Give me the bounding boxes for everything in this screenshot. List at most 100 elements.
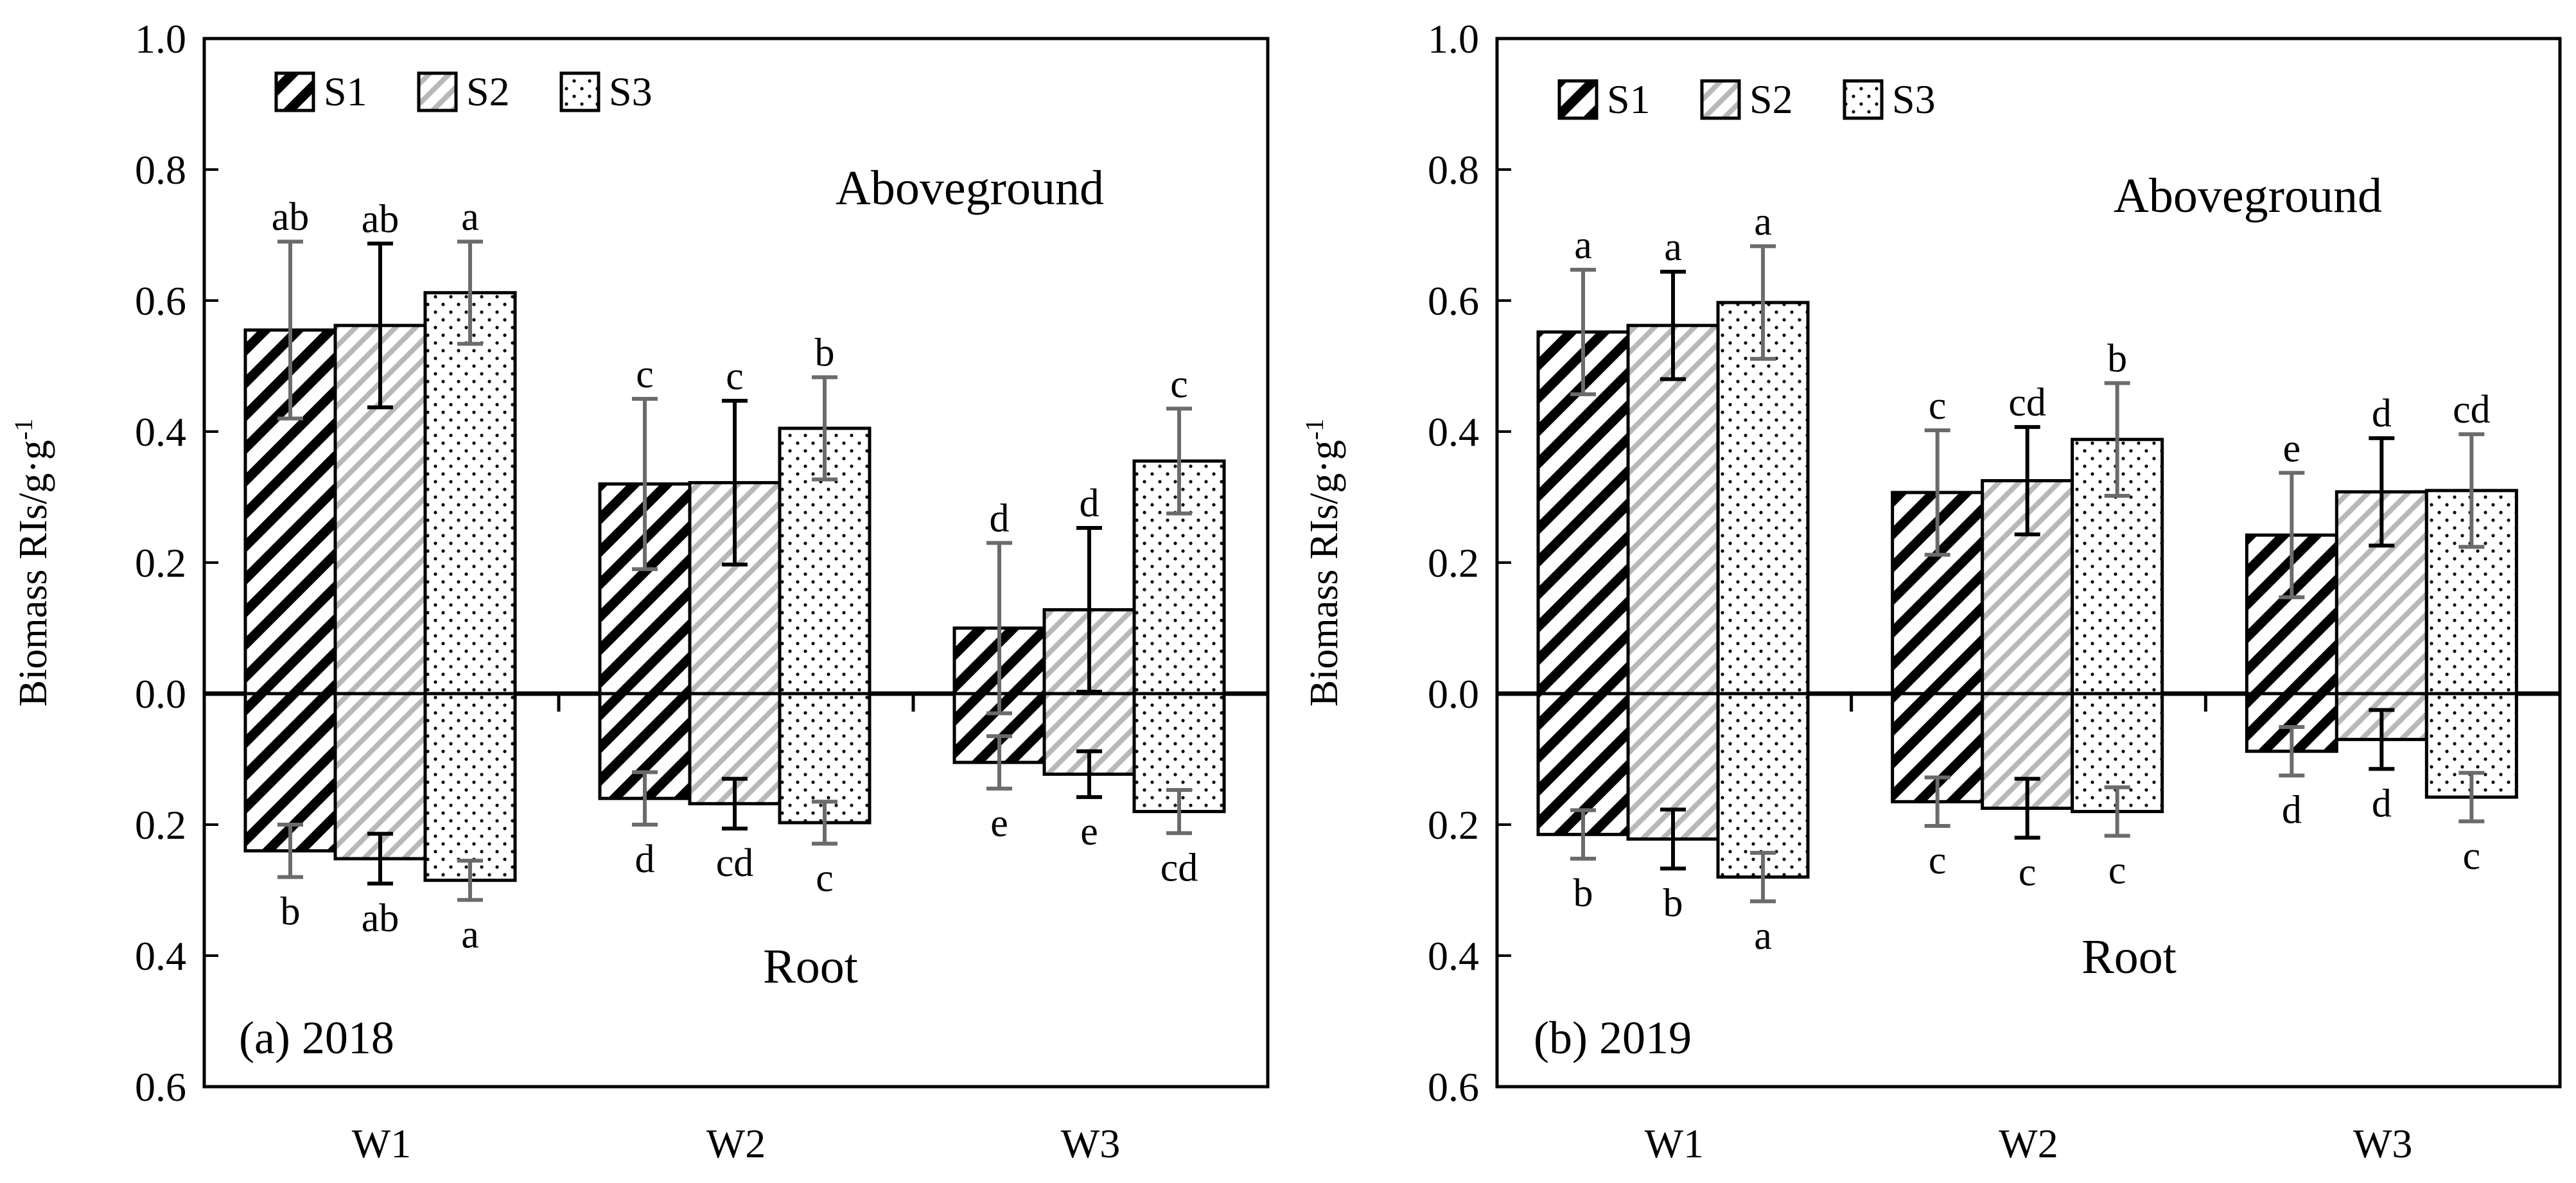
- x-tick-label: W2: [1999, 1121, 2058, 1166]
- sig-above-s3-w3: cd: [2453, 388, 2491, 432]
- bar-above-s3-w1: [1716, 301, 1810, 696]
- sig-root-s1-w1: b: [1573, 872, 1593, 915]
- sig-above-s2-w1: a: [1664, 225, 1682, 269]
- errbar-root-s2-w2: [722, 776, 748, 831]
- errbar-above-s3-w1: [457, 240, 483, 346]
- legend-label-s1: S1: [324, 69, 367, 114]
- sig-above-s2-w3: d: [1080, 482, 1100, 525]
- bar-root-s2-w1: [333, 692, 427, 861]
- sig-root-s3-w3: c: [2463, 834, 2481, 878]
- errbar-above-s2-w1: [1660, 270, 1686, 381]
- errbar-root-s3-w2: [2104, 785, 2130, 838]
- y-tick-label: 0.2: [135, 540, 186, 586]
- chart-panel-2018: 1.0 0.8 0.6 0.4 0.2 0.0 0.2 0.4 0.6 Biomass RIs/g…: [9, 16, 1270, 1166]
- errbar-above-s1-w1: [1570, 268, 1596, 396]
- sig-root-s2-w1: b: [1663, 881, 1683, 925]
- y-tick-label: 0.2: [1428, 540, 1479, 586]
- legend: S1 S2 S3: [274, 69, 653, 114]
- errbar-root-s1-w3: [2279, 725, 2305, 778]
- errbar-above-s3-w3: [1166, 407, 1192, 516]
- x-tick-label: W2: [706, 1121, 766, 1166]
- errbar-above-s1-w2: [632, 397, 658, 572]
- errbar-above-s2-w1: [367, 241, 393, 410]
- legend-swatch-s2: [417, 71, 458, 112]
- bar-root-s3-w1: [1716, 692, 1810, 879]
- errbar-above-s2-w3: [2369, 436, 2395, 548]
- panel-label: (a) 2018: [239, 1012, 394, 1064]
- sig-above-s1-w1: ab: [272, 195, 310, 239]
- sig-above-s3-w2: b: [2107, 337, 2127, 381]
- errbar-root-s3-w3: [2458, 771, 2485, 823]
- errbar-root-s1-w2: [632, 770, 658, 827]
- y-axis-label: Biomass RIs/g·g-1: [1300, 419, 1347, 706]
- bar-above-s3-w1: [423, 291, 517, 696]
- x-tick-label: W3: [2353, 1121, 2412, 1166]
- legend: S1 S2 S3: [1557, 76, 1936, 122]
- sig-root-s2-w3: e: [1080, 810, 1098, 854]
- errbar-root-s1-w1: [1570, 808, 1596, 861]
- legend-swatch-s3: [1843, 79, 1884, 120]
- y-tick-label: 0.4: [1428, 409, 1479, 455]
- chart-panel-2019: 1.0 0.8 0.6 0.4 0.2 0.0 0.2 0.4 0.6 Biomass RIs/g…: [1300, 16, 2562, 1166]
- sig-above-s1-w3: e: [2283, 426, 2301, 470]
- errbar-root-s2-w3: [1076, 749, 1102, 800]
- sig-above-s1-w2: c: [1929, 384, 1947, 428]
- x-tick-label: W1: [1645, 1121, 1704, 1166]
- sig-root-s3-w3: cd: [1161, 846, 1198, 889]
- sig-root-s3-w1: a: [1754, 914, 1772, 958]
- errbar-above-s1-w2: [1924, 428, 1950, 557]
- y-tick-label: 0.8: [1428, 147, 1479, 193]
- y-tick-label: 0.8: [135, 147, 186, 193]
- y-tick-label: 0.4: [135, 933, 186, 979]
- legend-label-s2: S2: [466, 69, 510, 114]
- errbar-root-s2-w1: [1660, 807, 1686, 871]
- errbar-above-s2-w2: [2014, 425, 2040, 537]
- y-tick-label: 0.0: [1428, 671, 1479, 717]
- errbar-above-s1-w3: [986, 541, 1012, 715]
- legend-swatch-s3: [559, 71, 600, 112]
- y-tick-label: 1.0: [135, 16, 186, 62]
- bar-root-s3-w1: [423, 692, 517, 882]
- legend-swatch-s1: [274, 71, 315, 112]
- y-tick-label: 0.2: [135, 802, 186, 848]
- sig-root-s1-w2: d: [635, 837, 655, 881]
- legend-label-s3: S3: [609, 69, 653, 114]
- sig-above-s3-w1: a: [461, 195, 479, 239]
- y-tick-label: 0.6: [135, 278, 186, 324]
- y-tick-label: 0.0: [135, 671, 186, 717]
- sig-above-s1-w1: a: [1574, 223, 1592, 267]
- errbar-above-s1-w3: [2279, 471, 2305, 600]
- errbar-root-s3-w1: [1750, 850, 1776, 904]
- errbar-root-s2-w1: [367, 832, 393, 886]
- sig-root-s1-w3: e: [990, 802, 1008, 845]
- y-tick-label: 0.2: [1428, 802, 1479, 848]
- y-axis-label: Biomass RIs/g·g-1: [9, 419, 56, 706]
- root-label: Root: [2081, 930, 2177, 984]
- sig-root-s1-w2: c: [1929, 839, 1947, 882]
- errbar-root-s1-w1: [277, 823, 303, 879]
- errbar-above-s1-w1: [277, 240, 303, 421]
- y-tick-label: 0.4: [1428, 933, 1479, 979]
- legend-swatch-s1: [1557, 79, 1599, 120]
- y-tick-label: 0.4: [135, 409, 186, 455]
- sig-above-s3-w2: b: [815, 331, 835, 374]
- errbar-root-s3-w3: [1166, 787, 1192, 836]
- sig-root-s2-w2: c: [2019, 850, 2037, 894]
- sig-root-s2-w2: cd: [716, 841, 754, 885]
- errbar-root-s1-w2: [1924, 775, 1950, 828]
- y-tick-label: 0.6: [1428, 1064, 1479, 1110]
- y-tick-label: 0.6: [135, 1064, 186, 1110]
- x-tick-label: W1: [352, 1121, 411, 1166]
- sig-above-s2-w3: d: [2372, 392, 2392, 435]
- panel-label: (b) 2019: [1534, 1012, 1692, 1064]
- sig-above-s3-w1: a: [1754, 200, 1772, 243]
- sig-above-s2-w1: ab: [362, 197, 399, 241]
- sig-root-s2-w1: ab: [362, 897, 399, 940]
- legend-label-s1: S1: [1607, 76, 1651, 122]
- y-tick-label: 0.6: [1428, 278, 1479, 324]
- legend-label-s2: S2: [1749, 76, 1793, 122]
- sig-root-s1-w1: b: [281, 890, 301, 934]
- sig-above-s1-w2: c: [636, 353, 654, 396]
- legend-swatch-s2: [1700, 79, 1741, 120]
- sig-above-s1-w3: d: [990, 496, 1010, 540]
